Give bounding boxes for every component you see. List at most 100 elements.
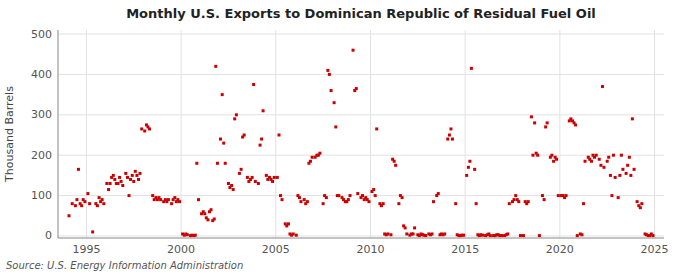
point [508,202,511,205]
point [629,174,632,177]
point [513,198,516,201]
point [194,234,197,237]
point [222,142,225,145]
point [432,200,435,203]
point [602,166,605,169]
grid-line-x [559,30,560,238]
point [349,194,352,197]
grid [58,30,664,238]
point [251,176,254,179]
point [238,172,241,175]
point [621,168,624,171]
point [252,83,255,86]
point [124,172,127,175]
point [639,206,642,209]
point [129,178,132,181]
point [538,234,541,237]
point [74,204,77,207]
point [609,174,612,177]
point [449,127,452,130]
point [333,101,336,104]
point [470,67,473,70]
point [413,226,416,229]
point [311,156,314,159]
point [271,180,274,183]
point [287,222,290,225]
point [552,160,555,163]
point [259,144,262,147]
x-tick-label: 1995 [72,243,100,256]
point [382,202,385,205]
point [454,202,457,205]
point [121,184,124,187]
point [337,194,340,197]
point [254,180,257,183]
point [544,125,547,128]
point [618,174,621,177]
point [309,160,312,163]
point [98,196,101,199]
point [555,158,558,161]
point [318,152,321,155]
point [557,194,560,197]
point [631,117,634,120]
point [140,127,143,130]
x-tick-label: 2000 [167,243,195,256]
y-tick-label: 300 [31,108,52,121]
background [0,0,675,275]
point [257,182,260,185]
point [612,154,615,157]
point [83,200,86,203]
point [159,198,162,201]
point [214,65,217,68]
point [148,127,151,130]
point [137,178,140,181]
point [132,180,135,183]
point [112,174,115,177]
point [167,198,170,201]
point [276,176,279,179]
point [640,202,643,205]
point [374,194,377,197]
point [227,182,230,185]
point [401,196,404,199]
y-tick-label: 500 [31,28,52,41]
point [210,208,213,211]
point [246,176,249,179]
point [531,154,534,157]
point [120,180,123,183]
point [361,194,364,197]
point [134,170,137,173]
y-axis-label: Thousand Barrels [3,86,16,183]
point [467,166,470,169]
point [389,233,392,236]
point [590,160,593,163]
point [330,89,333,92]
point [541,194,544,197]
point [448,134,451,137]
point [306,200,309,203]
point [375,127,378,130]
point [355,87,358,90]
point [213,218,216,221]
point [118,176,121,179]
point [451,138,454,141]
point [397,202,400,205]
point [527,200,530,203]
point [628,156,631,159]
point [367,200,370,203]
point [533,121,536,124]
point [131,174,134,177]
grid-line-x [465,30,466,238]
point [117,182,120,185]
point [107,188,110,191]
point [77,168,80,171]
point [230,184,233,187]
y-tick-label: 200 [31,149,52,162]
point [565,194,568,197]
point [393,160,396,163]
grid-line-y [58,114,664,115]
point [543,198,546,201]
point [138,172,141,175]
point [601,85,604,88]
